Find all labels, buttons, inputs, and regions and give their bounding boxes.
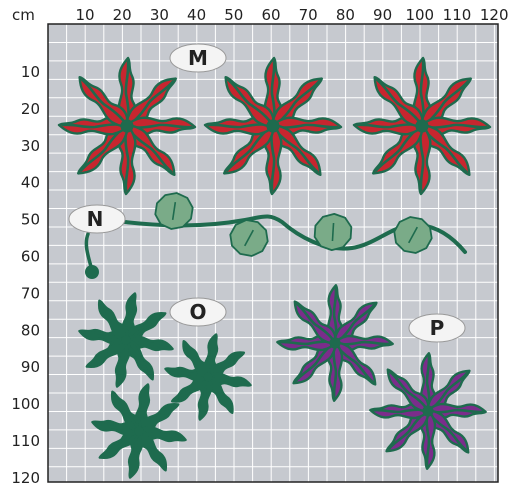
starburst [91, 383, 187, 479]
svg-text:O: O [189, 300, 206, 324]
label-o: O [169, 297, 227, 327]
y-tick-label: 70 [21, 284, 40, 302]
starburst [57, 56, 197, 196]
x-tick-label: 120 [480, 6, 509, 24]
svg-text:P: P [430, 316, 445, 340]
x-tick-label: 110 [443, 6, 472, 24]
x-tick-label: 50 [224, 6, 243, 24]
svg-text:M: M [188, 46, 208, 70]
x-tick-label: 40 [187, 6, 206, 24]
group-p-starbursts [276, 284, 487, 470]
starburst [164, 333, 252, 421]
units-label: cm [12, 6, 35, 24]
vine-leaf [313, 212, 353, 252]
group-n-vine [84, 192, 467, 279]
grid-border [47, 23, 499, 483]
group-m-starbursts [57, 56, 492, 196]
y-tick-label: 80 [21, 321, 40, 339]
starburst [352, 56, 492, 196]
y-tick-label: 90 [21, 358, 40, 376]
x-tick-label: 60 [261, 6, 280, 24]
y-tick-label: 60 [21, 248, 40, 266]
x-tick-label: 30 [150, 6, 169, 24]
starburst [78, 292, 174, 388]
svg-text:N: N [87, 207, 104, 231]
x-tick-label: 90 [373, 6, 392, 24]
vine-leaf [393, 216, 433, 254]
y-tick-label: 100 [11, 395, 40, 413]
group-o-starbursts [78, 292, 252, 479]
label-n: N [68, 204, 126, 234]
x-tick-label: 20 [113, 6, 132, 24]
label-p: P [408, 313, 466, 343]
y-tick-label: 40 [21, 174, 40, 192]
x-tick-label: 70 [299, 6, 318, 24]
x-tick-label: 80 [336, 6, 355, 24]
x-tick-label: 100 [405, 6, 434, 24]
vine-leaf [154, 192, 194, 230]
y-axis-ticks: 10 20 30 40 50 60 70 80 90 100 110 120 [11, 63, 40, 487]
vine-leaf [229, 219, 269, 257]
label-m: M [169, 43, 227, 73]
y-tick-label: 110 [11, 432, 40, 450]
y-tick-label: 120 [11, 469, 40, 487]
x-axis-ticks: 10 20 30 40 50 60 70 80 90 100 110 120 [75, 6, 508, 24]
y-tick-label: 30 [21, 137, 40, 155]
starburst [276, 284, 394, 402]
y-tick-label: 20 [21, 100, 40, 118]
vine-bud [85, 265, 99, 279]
y-tick-label: 10 [21, 63, 40, 81]
starburst [203, 56, 343, 196]
x-tick-label: 10 [75, 6, 94, 24]
y-tick-label: 50 [21, 211, 40, 229]
starburst [369, 352, 487, 470]
